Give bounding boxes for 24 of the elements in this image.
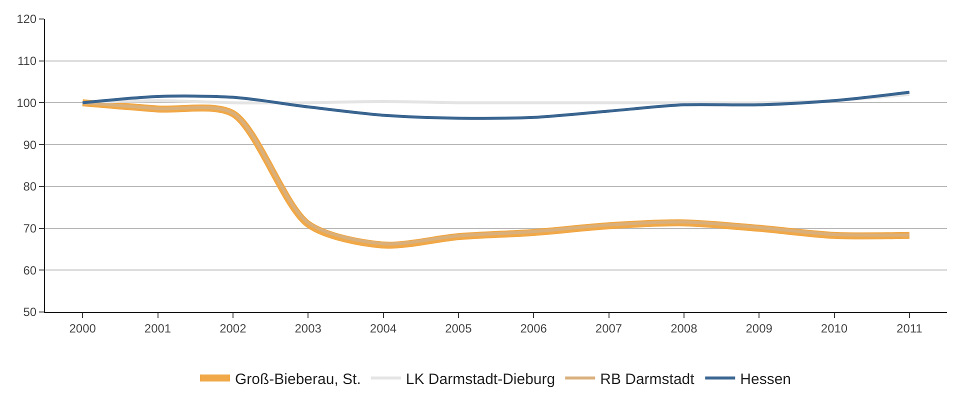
x-tick-label: 2003: [294, 321, 322, 336]
x-tick-label: 2000: [69, 321, 96, 336]
x-tick-label: 2011: [896, 321, 923, 336]
x-tick-label: 2010: [820, 321, 848, 336]
x-tick-label: 2004: [370, 321, 397, 336]
y-tick-label: 50: [23, 305, 37, 320]
y-tick-label: 100: [16, 96, 37, 110]
legend-label: RB Darmstadt: [600, 370, 696, 388]
x-tick-label: 2008: [670, 321, 698, 336]
x-tick-label: 2001: [144, 321, 172, 336]
x-tick-label: 2005: [445, 321, 472, 336]
x-tick-label: 2009: [746, 321, 773, 336]
y-tick-label: 110: [17, 54, 37, 68]
legend-label: Groß-Bieberau, St.: [235, 370, 361, 388]
legend-label: Hessen: [740, 370, 792, 388]
x-tick-label: 2006: [520, 321, 548, 336]
legend-label: LK Darmstadt-Dieburg: [406, 370, 556, 388]
y-tick-label: 120: [16, 12, 37, 26]
y-tick-label: 60: [23, 263, 37, 278]
x-tick-label: 2002: [220, 321, 247, 336]
y-tick-label: 70: [23, 221, 37, 236]
y-tick-label: 90: [23, 138, 37, 152]
x-tick-label: 2007: [595, 321, 622, 336]
y-tick-label: 80: [23, 180, 37, 194]
